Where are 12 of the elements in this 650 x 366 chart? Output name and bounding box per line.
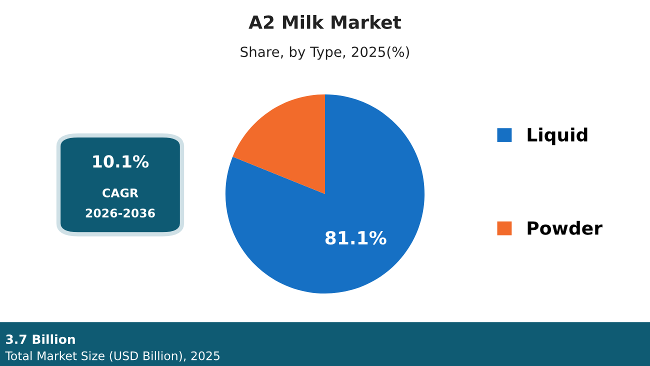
pie-slice: [232, 94, 325, 194]
chart-title: A2 Milk Market: [248, 15, 402, 30]
data-label: 81.1%: [325, 230, 386, 245]
chart-subtitle: Share, by Type, 2025(%): [240, 46, 410, 60]
text: Total Market Size (USD Billion), 2025: [5, 351, 220, 362]
text: CAGR: [102, 188, 138, 198]
text: 2026-2036: [86, 208, 155, 218]
pie-slice: [225, 94, 425, 294]
legend-label: Liquid: [528, 128, 588, 146]
legend-label: Powder: [528, 220, 602, 235]
text: 10.1%: [93, 155, 149, 168]
text: 3.7 Billion: [6, 334, 75, 344]
